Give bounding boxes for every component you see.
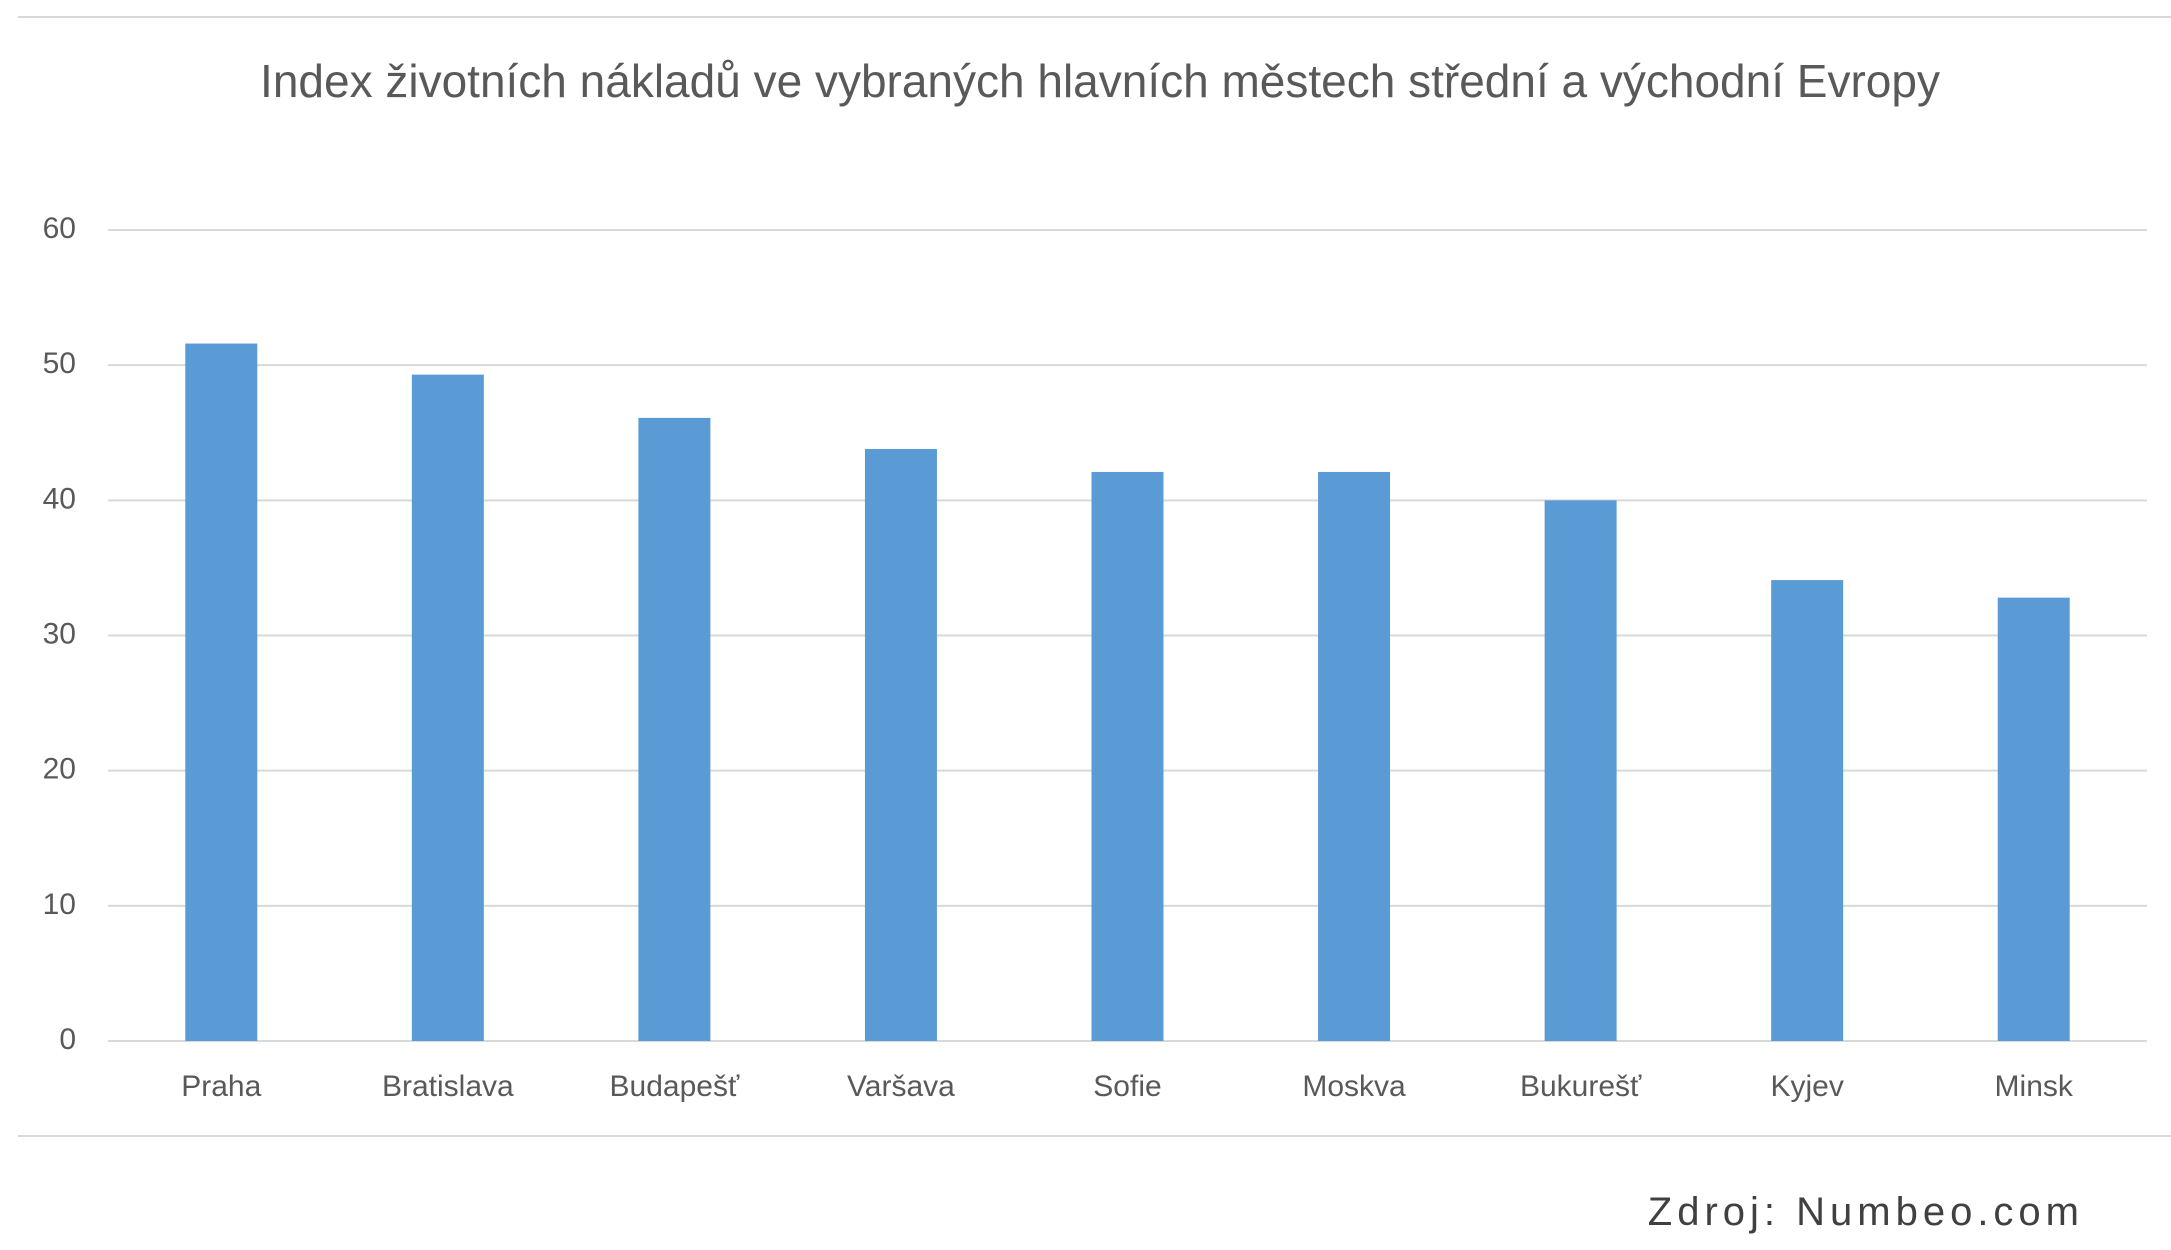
y-tick-label: 20: [43, 753, 76, 786]
bar: [1544, 500, 1617, 1041]
x-tick-label: Minsk: [1995, 1070, 2074, 1103]
x-tick-label: Kyjev: [1770, 1070, 1843, 1103]
x-tick-label: Sofie: [1093, 1070, 1161, 1103]
y-tick-label: 0: [59, 1023, 76, 1056]
source-note: Zdroj: Numbeo.com: [1647, 1190, 2084, 1234]
bar: [1091, 471, 1164, 1041]
bar: [185, 343, 258, 1041]
y-tick-label: 50: [43, 347, 76, 380]
x-tick-label: Praha: [181, 1070, 261, 1103]
bar: [1997, 597, 2070, 1041]
bar: [1318, 471, 1391, 1041]
x-tick-label: Varšava: [847, 1070, 955, 1103]
bar: [638, 417, 711, 1041]
bar: [411, 374, 484, 1042]
x-tick-label: Budapešť: [610, 1070, 740, 1103]
x-tick-label: Bukurešť: [1520, 1070, 1642, 1103]
chart-title: Index životních nákladů ve vybraných hla…: [260, 55, 1940, 107]
bar: [1771, 580, 1844, 1041]
y-tick-label: 40: [43, 482, 76, 515]
y-tick-label: 30: [43, 617, 76, 650]
x-tick-label: Bratislava: [382, 1070, 514, 1103]
y-tick-label: 60: [43, 212, 76, 245]
bar: [864, 448, 937, 1042]
y-tick-label: 10: [43, 888, 76, 921]
x-tick-label: Moskva: [1302, 1070, 1406, 1103]
